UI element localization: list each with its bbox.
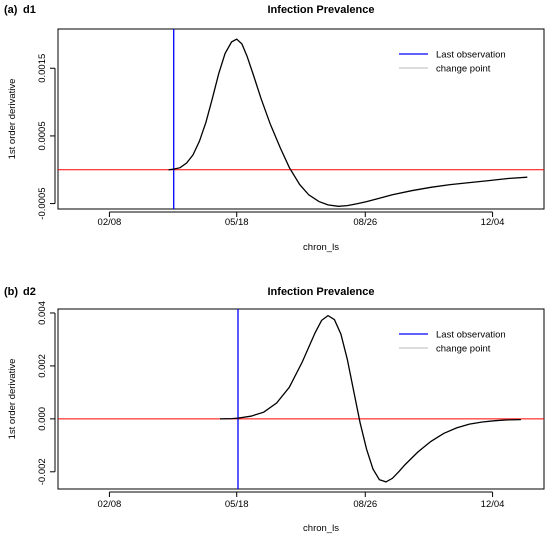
x-axis-label: chron_ls (303, 242, 339, 253)
x-tick-label: 12/04 (481, 499, 505, 510)
x-tick-label: 02/08 (98, 217, 122, 228)
panel-label: (b) (4, 286, 18, 298)
y-tick-label: 0.0005 (37, 121, 48, 150)
x-tick-label: 05/18 (225, 217, 249, 228)
chart-title: Infection Prevalence (268, 4, 375, 16)
y-tick-label: 0.002 (37, 354, 48, 378)
legend-label: change point (436, 64, 491, 75)
x-tick-label: 05/18 (225, 499, 249, 510)
legend-label: Last observation (436, 330, 506, 341)
legend-label: Last observation (436, 50, 506, 61)
x-axis-label: chron_ls (303, 523, 339, 534)
legend-label: change point (436, 344, 491, 355)
y-tick-label: 0.0015 (37, 54, 48, 83)
series-line-0 (168, 38, 528, 207)
x-tick-label: 08/26 (353, 217, 377, 228)
plot-frame (57, 28, 545, 210)
x-tick-label: 02/08 (98, 499, 122, 510)
y-axis-label: 1st order derivative (7, 359, 18, 440)
y-tick-label: -0.002 (37, 458, 48, 485)
chart-title: Infection Prevalence (268, 286, 375, 298)
y-tick-label: 0.004 (37, 301, 48, 325)
x-tick-label: 12/04 (481, 217, 505, 228)
series-line-0 (219, 314, 521, 483)
panel-name: d1 (23, 4, 36, 16)
panel-name: d2 (23, 286, 36, 298)
y-tick-label: -0.0005 (37, 187, 48, 219)
y-tick-label: 0.000 (37, 407, 48, 431)
x-tick-label: 08/26 (353, 499, 377, 510)
panel-label: (a) (4, 4, 18, 16)
y-axis-label: 1st order derivative (7, 79, 18, 160)
plot-frame (57, 308, 545, 490)
